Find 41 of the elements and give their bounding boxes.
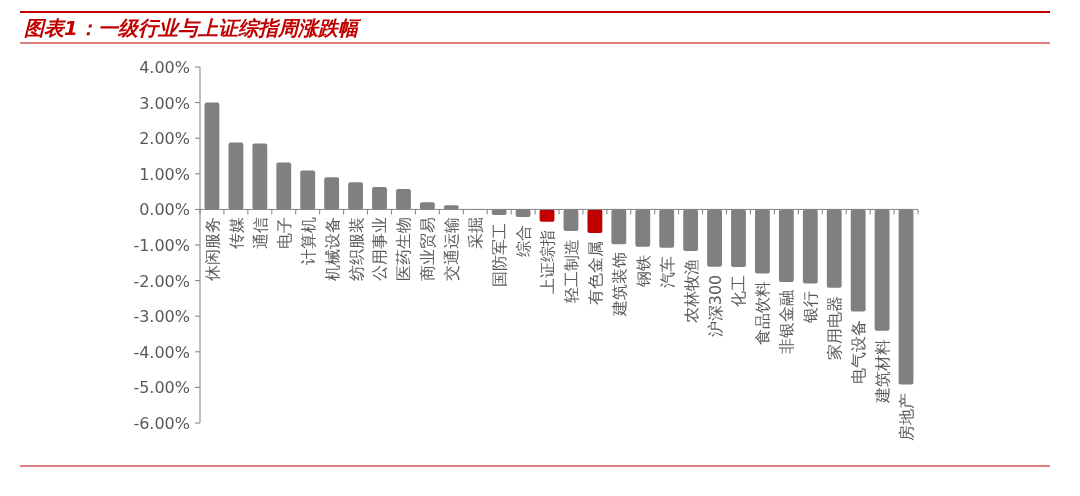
xtick: 机械设备 xyxy=(322,217,342,282)
xtick: 沪深300 xyxy=(705,274,725,338)
xtick: 综合 xyxy=(514,224,534,257)
xtick: 农林牧渔 xyxy=(681,259,701,324)
xtick: 纺织服装 xyxy=(346,217,366,282)
xtick: 轻工制造 xyxy=(561,239,581,304)
xtick: 休闲服务 xyxy=(202,217,222,282)
xtick: 有色金属 xyxy=(585,240,605,305)
ytick: -1.00% xyxy=(133,236,190,255)
xtick: 电气设备 xyxy=(849,319,869,384)
xtick: 化工 xyxy=(729,275,749,308)
xtick: 食品饮料 xyxy=(753,281,773,346)
xtick: 商业贸易 xyxy=(418,217,438,282)
xtick: 传媒 xyxy=(226,217,246,250)
xtick: 交通运输 xyxy=(442,217,462,282)
xtick: 上证综指 xyxy=(538,229,558,294)
ytick: 3.00% xyxy=(139,93,190,113)
ytick: 1.00% xyxy=(139,164,190,184)
ytick: 4.00% xyxy=(139,58,190,77)
xtick: 计算机 xyxy=(298,217,318,266)
ytick: -4.00% xyxy=(133,342,190,362)
xtick: 医药生物 xyxy=(394,217,414,282)
xtick: 钢铁 xyxy=(633,254,653,287)
ytick: 2.00% xyxy=(139,129,190,149)
ytick: -2.00% xyxy=(133,271,190,291)
xtick: 采掘 xyxy=(466,217,486,250)
xtick: 非银金融 xyxy=(777,290,797,354)
xtick: 建筑装饰 xyxy=(609,252,629,317)
ytick: 0.00% xyxy=(139,200,190,220)
xtick: 国防军工 xyxy=(490,223,510,288)
xtick: 建筑材料 xyxy=(873,338,893,403)
xtick: 电子 xyxy=(274,217,294,250)
xtick: 银行 xyxy=(801,291,821,324)
xtick: 房地产 xyxy=(897,392,917,441)
xtick: 公用事业 xyxy=(370,217,390,282)
xtick: 通信 xyxy=(250,217,270,250)
xtick: 家用电器 xyxy=(825,295,845,360)
ytick: -5.00% xyxy=(133,378,190,398)
ytick: -6.00% xyxy=(133,414,190,433)
ytick: -3.00% xyxy=(133,307,190,327)
xtick: 汽车 xyxy=(657,255,677,288)
